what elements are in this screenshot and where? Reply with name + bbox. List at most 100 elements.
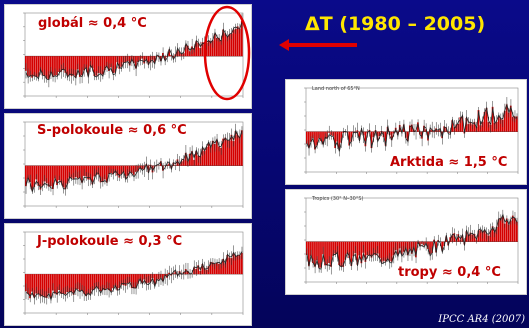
anomaly-bar — [89, 165, 92, 180]
north-label: S-polokoule ≈ 0,6 °C — [37, 123, 187, 138]
anomaly-bar — [230, 33, 233, 57]
anomaly-bar — [314, 241, 316, 267]
anomaly-bar — [348, 131, 351, 146]
anomaly-bar — [505, 104, 508, 132]
anomaly-bar — [384, 241, 387, 262]
anomaly-bar — [511, 116, 514, 132]
anomaly-bar — [346, 241, 349, 255]
anomaly-bar — [515, 116, 518, 132]
anomaly-bar — [66, 274, 69, 293]
anomaly-bar — [396, 241, 399, 255]
anomaly-bar — [41, 56, 44, 76]
global-label: globál ≈ 0,4 °C — [38, 16, 147, 31]
anomaly-bar — [58, 165, 60, 181]
anomaly-bar — [81, 165, 83, 183]
anomaly-bar — [316, 241, 318, 261]
anomaly-bar — [238, 136, 241, 166]
anomaly-bar — [184, 45, 187, 57]
anomaly-bar — [388, 241, 391, 261]
anomaly-bar — [35, 56, 38, 78]
anomaly-bar — [41, 165, 44, 186]
anomaly-bar — [118, 165, 121, 178]
anomaly-bar — [461, 116, 464, 132]
anomaly-bar — [103, 165, 106, 180]
anomaly-bar — [308, 131, 310, 148]
anomaly-bar — [328, 241, 330, 264]
tropics-label: tropy ≈ 0,4 °C — [398, 265, 501, 280]
anomaly-bar — [509, 220, 512, 242]
anomaly-bar — [230, 258, 233, 275]
anomaly-bar — [91, 165, 94, 185]
anomaly-bar — [64, 165, 67, 190]
anomaly-bar — [76, 56, 79, 70]
anomaly-bar — [224, 263, 227, 275]
anomaly-bar — [382, 241, 385, 261]
south-chart-panel: J-polokoule ≈ 0,3 °C — [4, 223, 252, 326]
anomaly-bar — [374, 241, 377, 256]
anomaly-bar — [54, 274, 56, 294]
anomaly-bar — [85, 56, 87, 69]
anomaly-bar — [211, 262, 214, 275]
anomaly-bar — [322, 131, 324, 145]
anomaly-bar — [348, 241, 351, 259]
anomaly-bar — [306, 131, 308, 144]
anomaly-bar — [49, 56, 52, 74]
anomaly-bar — [83, 274, 85, 294]
anomaly-bar — [220, 40, 222, 57]
anomaly-bar — [216, 139, 218, 166]
anomaly-bar — [228, 34, 231, 57]
anomaly-bar — [441, 241, 443, 251]
anomaly-bar — [222, 258, 225, 275]
anomaly-bar — [64, 274, 67, 295]
anomaly-bar — [33, 56, 36, 76]
anomaly-bar — [232, 252, 235, 275]
anomaly-bar — [43, 165, 46, 182]
anomaly-bar — [31, 165, 34, 191]
anomaly-bar — [105, 274, 108, 289]
anomaly-bar — [186, 45, 189, 57]
anomaly-bar — [479, 229, 482, 242]
anomaly-bar — [112, 56, 114, 73]
anomaly-bar — [70, 165, 73, 178]
south-label: J-polokoule ≈ 0,3 °C — [37, 234, 183, 249]
arctic-chart — [304, 87, 519, 174]
anomaly-bar — [135, 274, 137, 289]
anomaly-bar — [205, 147, 208, 166]
anomaly-bar — [513, 116, 516, 132]
anomaly-bar — [491, 226, 494, 242]
anomaly-bar — [485, 107, 488, 132]
anomaly-bar — [87, 274, 90, 295]
anomaly-bar — [222, 138, 225, 166]
anomaly-bar — [66, 56, 69, 76]
anomaly-bar — [103, 56, 106, 71]
anomaly-bar — [207, 143, 210, 166]
anomaly-bar — [105, 165, 108, 183]
anomaly-bar — [78, 56, 81, 77]
anomaly-bar — [97, 56, 100, 73]
global-chart-panel: globál ≈ 0,4 °C — [4, 4, 252, 109]
anomaly-bar — [60, 56, 63, 72]
anomaly-bar — [501, 216, 504, 242]
anomaly-bar — [47, 274, 50, 294]
anomaly-bar — [103, 274, 106, 291]
anomaly-bar — [99, 56, 102, 75]
anomaly-bar — [364, 131, 367, 147]
anomaly-bar — [451, 120, 454, 132]
anomaly-bar — [68, 274, 71, 293]
anomaly-bar — [477, 110, 480, 132]
anomaly-bar — [39, 56, 42, 71]
anomaly-bar — [45, 56, 48, 79]
anomaly-bar — [238, 28, 241, 57]
anomaly-bar — [495, 226, 498, 242]
anomaly-bar — [415, 241, 417, 258]
anomaly-bar — [220, 147, 222, 166]
anomaly-bar — [499, 118, 502, 132]
anomaly-bar — [25, 274, 27, 292]
anomaly-bar — [228, 257, 231, 275]
anomaly-bar — [81, 56, 83, 76]
anomaly-bar — [216, 37, 218, 57]
anomaly-bar — [89, 274, 92, 294]
anomaly-bar — [56, 56, 58, 76]
anomaly-bar — [352, 241, 355, 257]
anomaly-bar — [370, 131, 373, 149]
